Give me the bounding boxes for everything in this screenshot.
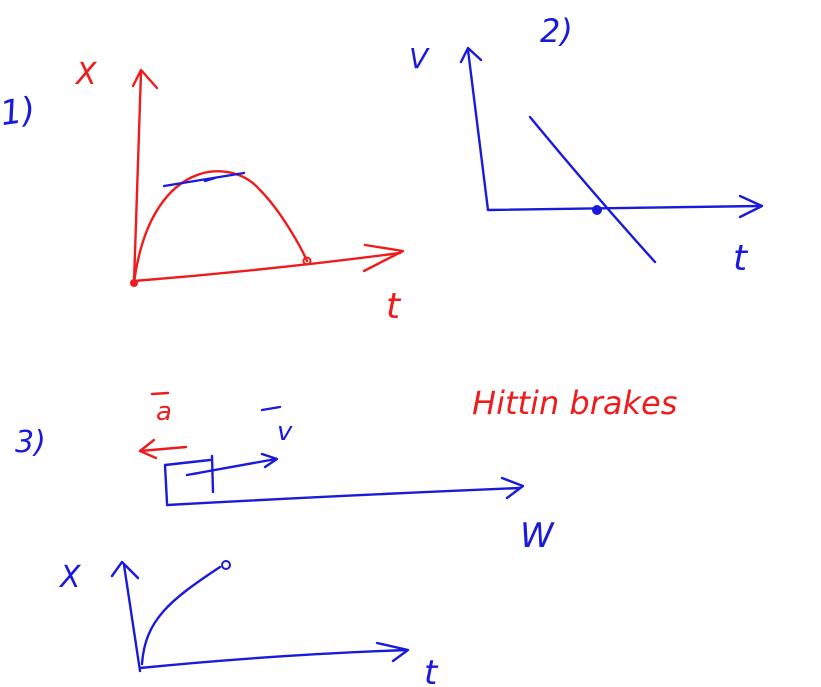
acceleration-arrow (138, 445, 188, 453)
panel-2: 2) V t (409, 12, 764, 279)
panel-2-x-axis (486, 204, 762, 212)
panel-1: 1) X t (0, 57, 405, 327)
panel-3: 3) a v W Hittin brakes (15, 384, 677, 556)
panel-3-plot-x-axis-label: t (424, 653, 439, 687)
panel-2-y-axis-label: V (409, 42, 430, 75)
hitting-brakes-note: Hittin brakes (472, 384, 677, 422)
panel-1-number: 1) (0, 90, 38, 134)
panel-2-number: 2) (540, 12, 573, 50)
velocity-arrowhead (260, 452, 279, 469)
panel-1-origin-dot (130, 279, 138, 287)
car-front-stroke (191, 471, 201, 476)
acceleration-label: a (156, 397, 172, 427)
panel-1-peak-tick (203, 176, 217, 183)
acceleration-arrowhead (138, 438, 158, 460)
panel-3-plot-y-axis-label: X (58, 560, 82, 595)
panel-1-landing-dot (302, 256, 312, 266)
panel-3-xt-plot: X t (58, 560, 439, 687)
velocity-arrow (185, 457, 278, 477)
road-line (165, 486, 522, 507)
panel-2-y-axis (466, 48, 490, 212)
panel-3-plot-x-axis (138, 648, 409, 670)
panel-2-x-axis-arrowhead (738, 194, 764, 219)
panel-3-plot-y-axis-arrowhead (110, 560, 140, 580)
panel-1-y-axis-arrowhead (131, 68, 159, 90)
panel-1-x-axis-label: t (386, 286, 402, 327)
panel-3-plot-y-axis (122, 563, 142, 673)
road-arrowhead (500, 476, 525, 500)
panel-1-parabola-curve (132, 170, 309, 285)
panel-2-zero-crossing-dot (592, 205, 602, 215)
acceleration-bar (150, 391, 170, 396)
panel-1-peak-tangent (162, 171, 246, 188)
panel-3-plot-end-dot (221, 560, 231, 570)
panel-2-y-axis-arrowhead (459, 46, 483, 64)
panel-2-velocity-line (528, 115, 657, 264)
panel-1-y-axis (132, 70, 143, 285)
velocity-label: v (277, 417, 293, 447)
car-box (163, 458, 212, 505)
panel-1-x-axis (132, 251, 402, 283)
panel-3-number: 3) (15, 425, 46, 460)
panel-2-x-axis-label: t (733, 238, 749, 279)
panel-3-plot-x-axis-arrowhead (375, 641, 410, 663)
panel-1-y-axis-label: X (74, 57, 98, 92)
road-label: W (520, 516, 555, 556)
velocity-bar (260, 405, 282, 412)
panel-3-plot-position-curve (140, 565, 222, 666)
car-mark (210, 454, 215, 494)
panel-1-x-axis-arrowhead (362, 243, 405, 273)
